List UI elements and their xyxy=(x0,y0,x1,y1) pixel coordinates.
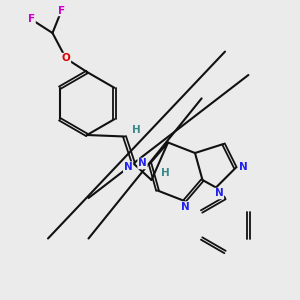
Text: F: F xyxy=(28,14,35,25)
Text: N: N xyxy=(214,188,224,199)
Text: H: H xyxy=(160,168,169,178)
Text: N: N xyxy=(138,158,147,169)
Text: O: O xyxy=(61,53,70,64)
Text: F: F xyxy=(58,5,65,16)
Text: N: N xyxy=(124,162,133,172)
Text: N: N xyxy=(181,202,190,212)
Text: H: H xyxy=(131,125,140,135)
Text: N: N xyxy=(238,161,247,172)
